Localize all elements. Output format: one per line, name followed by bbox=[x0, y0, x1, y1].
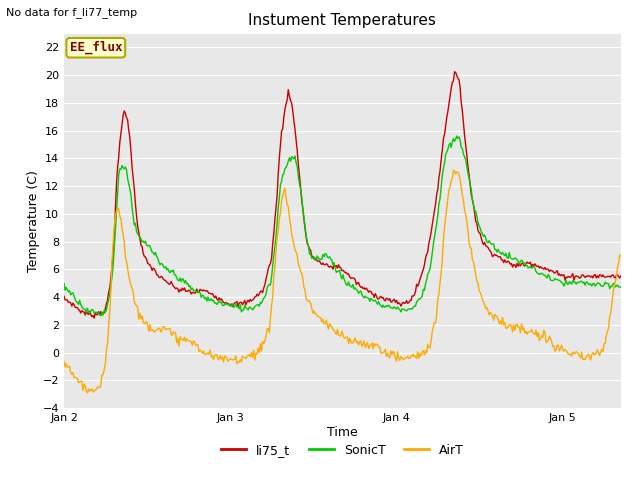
li75_t bbox=[451, 69, 458, 74]
Line: SonicT: SonicT bbox=[64, 136, 621, 316]
Text: EE_flux: EE_flux bbox=[70, 41, 122, 54]
SonicT bbox=[329, 262, 337, 267]
li75_t bbox=[393, 298, 401, 303]
li75_t bbox=[329, 266, 337, 272]
AirT bbox=[60, 359, 68, 364]
Text: No data for f_li77_temp: No data for f_li77_temp bbox=[6, 7, 138, 18]
AirT bbox=[329, 327, 337, 333]
li75_t bbox=[362, 285, 370, 291]
Title: Instument Temperatures: Instument Temperatures bbox=[248, 13, 436, 28]
Line: li75_t: li75_t bbox=[64, 72, 621, 318]
SonicT bbox=[97, 313, 105, 319]
li75_t bbox=[519, 260, 527, 266]
SonicT bbox=[453, 133, 461, 139]
SonicT bbox=[326, 254, 333, 260]
Legend: li75_t, SonicT, AirT: li75_t, SonicT, AirT bbox=[216, 439, 469, 462]
AirT bbox=[606, 314, 614, 320]
AirT bbox=[362, 342, 370, 348]
li75_t bbox=[90, 315, 98, 321]
AirT bbox=[519, 327, 527, 333]
Y-axis label: Temperature (C): Temperature (C) bbox=[27, 170, 40, 272]
AirT bbox=[449, 168, 457, 173]
SonicT bbox=[393, 306, 401, 312]
SonicT bbox=[60, 280, 68, 286]
li75_t bbox=[60, 293, 68, 299]
AirT bbox=[326, 321, 333, 326]
X-axis label: Time: Time bbox=[327, 426, 358, 439]
Line: AirT: AirT bbox=[64, 170, 621, 393]
SonicT bbox=[606, 286, 614, 291]
SonicT bbox=[519, 259, 527, 264]
AirT bbox=[84, 390, 92, 396]
li75_t bbox=[326, 264, 333, 270]
SonicT bbox=[362, 295, 370, 300]
SonicT bbox=[617, 284, 625, 290]
li75_t bbox=[617, 273, 625, 279]
li75_t bbox=[606, 273, 614, 279]
AirT bbox=[393, 359, 401, 364]
AirT bbox=[617, 253, 625, 259]
